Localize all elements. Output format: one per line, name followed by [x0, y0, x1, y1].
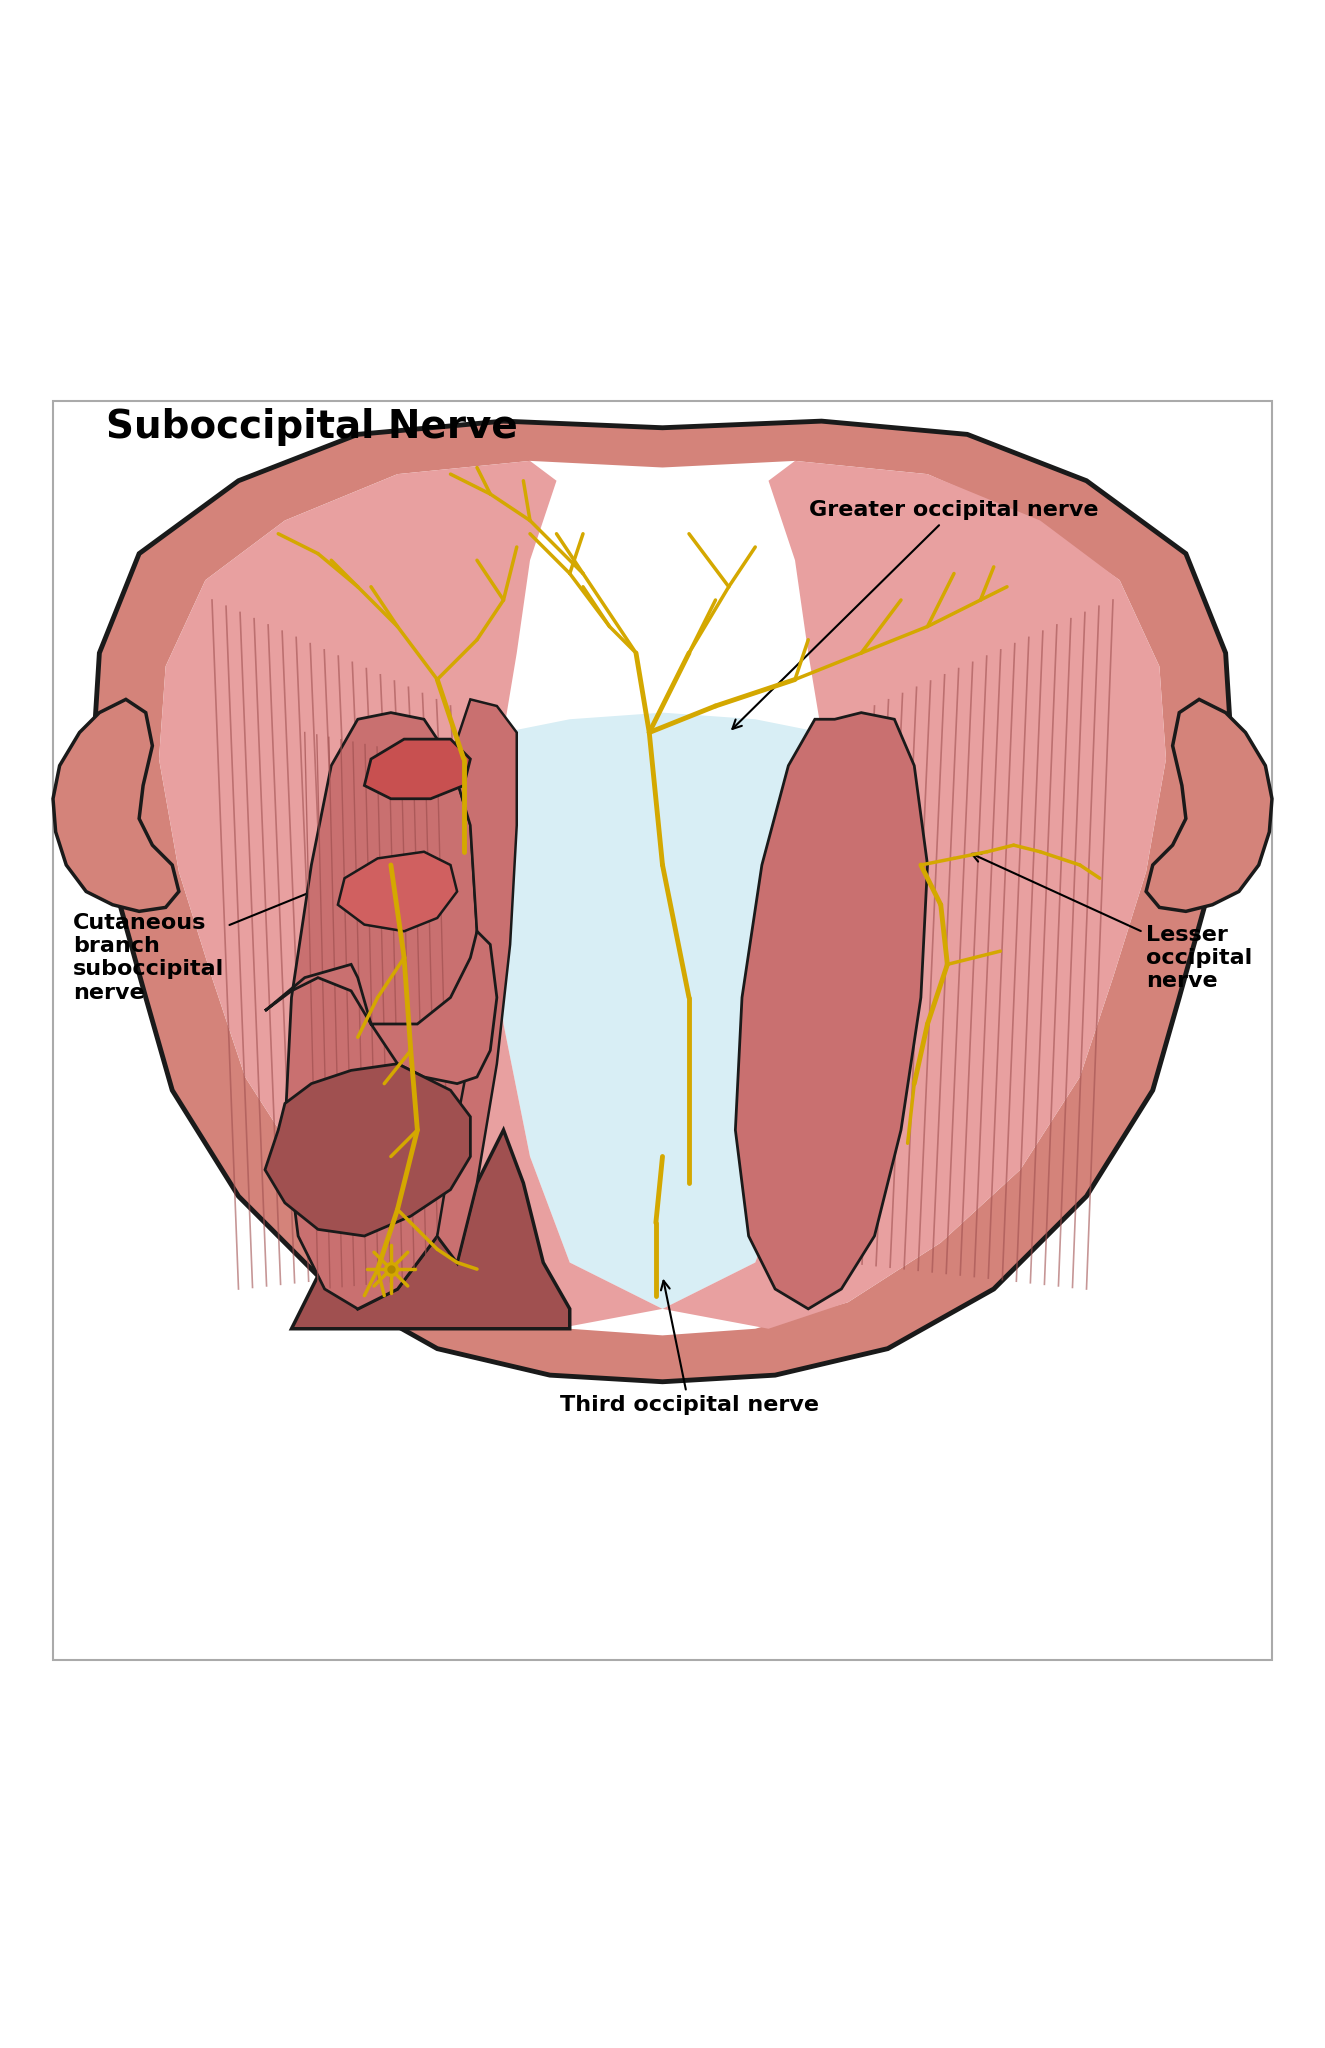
Polygon shape — [265, 932, 497, 1083]
Text: Cutaneous
branch
suboccipital
nerve: Cutaneous branch suboccipital nerve — [73, 866, 372, 1004]
Polygon shape — [93, 422, 1232, 1382]
Polygon shape — [1146, 698, 1272, 911]
Polygon shape — [159, 461, 1166, 1335]
Polygon shape — [285, 713, 477, 1309]
Text: Third occipital nerve: Third occipital nerve — [559, 1280, 819, 1415]
Text: Suboccipital Nerve: Suboccipital Nerve — [106, 408, 518, 446]
Polygon shape — [265, 1063, 470, 1237]
Polygon shape — [159, 461, 662, 1329]
Text: Lesser
occipital
nerve: Lesser occipital nerve — [973, 854, 1252, 991]
Polygon shape — [364, 739, 470, 799]
Polygon shape — [292, 1130, 570, 1329]
Polygon shape — [662, 461, 1166, 1329]
Polygon shape — [338, 852, 457, 932]
Polygon shape — [735, 713, 928, 1309]
Text: Greater occipital nerve: Greater occipital nerve — [733, 500, 1098, 729]
Polygon shape — [437, 698, 517, 1262]
Polygon shape — [490, 713, 835, 1309]
Polygon shape — [53, 698, 179, 911]
